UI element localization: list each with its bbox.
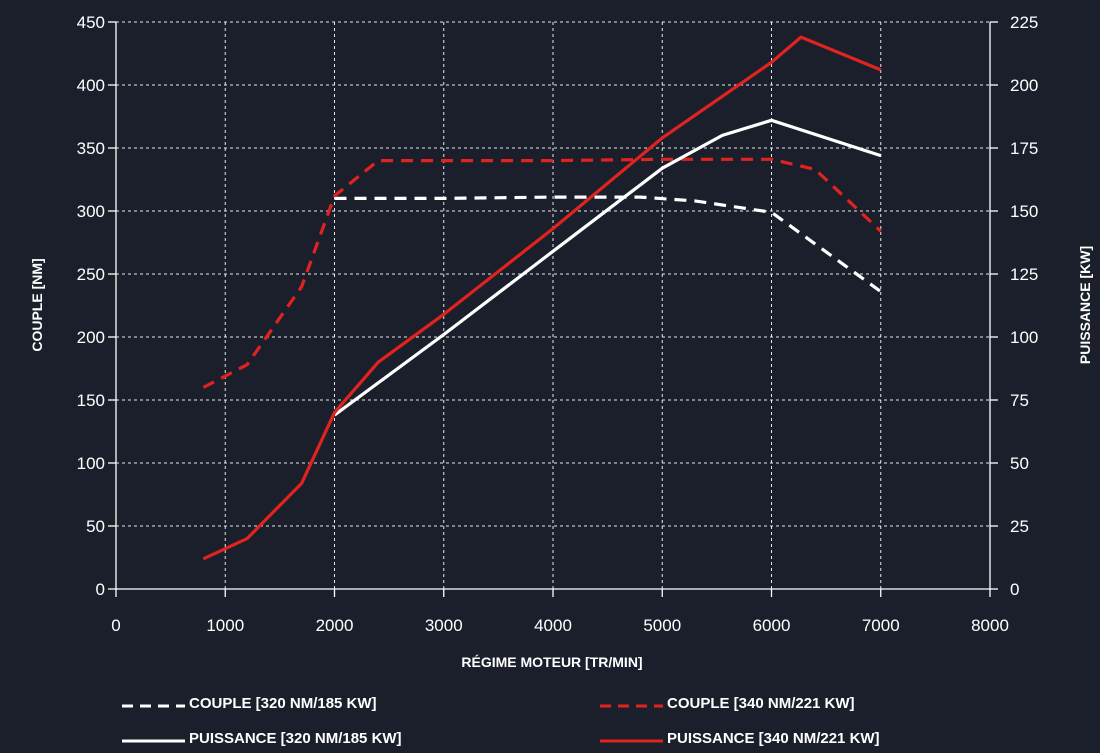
left-tick-label-400: 400	[77, 76, 105, 95]
x-axis-title: RÉGIME MOTEUR [TR/MIN]	[461, 654, 642, 670]
right-tick-label-75: 75	[1010, 391, 1029, 410]
left-axis-title: COUPLE [NM]	[29, 258, 45, 351]
left-tick-label-200: 200	[77, 328, 105, 347]
grid-lines	[116, 21, 990, 589]
left-axis-tick-labels: 0 50 100 150 200 250 300 350 400 450	[77, 13, 105, 599]
right-tick-label-200: 200	[1010, 76, 1038, 95]
right-tick-label-100: 100	[1010, 328, 1038, 347]
x-tick-label-7000: 7000	[862, 616, 900, 635]
left-tick-label-450: 450	[77, 13, 105, 32]
left-tick-label-100: 100	[77, 454, 105, 473]
legend-label-couple-340: COUPLE [340 NM/221 KW]	[667, 695, 855, 712]
legend-label-couple-320: COUPLE [320 NM/185 KW]	[189, 695, 377, 712]
left-tick-label-350: 350	[77, 139, 105, 158]
x-tick-label-3000: 3000	[425, 616, 463, 635]
right-tick-label-175: 175	[1010, 139, 1038, 158]
series-puissance-340	[202, 35, 882, 561]
x-tick-label-8000: 8000	[971, 616, 1009, 635]
data-series	[202, 35, 882, 561]
x-tick-label-6000: 6000	[753, 616, 791, 635]
right-tick-label-125: 125	[1010, 265, 1038, 284]
axes	[108, 21, 998, 597]
legend: COUPLE [320 NM/185 KW] COUPLE [340 NM/22…	[122, 695, 880, 747]
legend-item-puissance-320: PUISSANCE [320 NM/185 KW]	[122, 730, 402, 747]
legend-label-puissance-340: PUISSANCE [340 NM/221 KW]	[667, 730, 880, 747]
x-tick-label-4000: 4000	[534, 616, 572, 635]
left-tick-label-300: 300	[77, 202, 105, 221]
right-tick-label-25: 25	[1010, 517, 1029, 536]
left-tick-label-50: 50	[86, 517, 105, 536]
legend-item-couple-320: COUPLE [320 NM/185 KW]	[122, 695, 377, 712]
legend-item-couple-340: COUPLE [340 NM/221 KW]	[600, 695, 855, 712]
right-axis-tick-labels: 0 25 50 75 100 125 150 175 200 225	[1010, 13, 1038, 599]
series-couple-320	[334, 195, 882, 293]
left-tick-label-0: 0	[96, 580, 105, 599]
x-tick-label-0: 0	[111, 616, 120, 635]
x-tick-label-5000: 5000	[643, 616, 681, 635]
x-tick-label-1000: 1000	[206, 616, 244, 635]
legend-item-puissance-340: PUISSANCE [340 NM/221 KW]	[600, 730, 880, 747]
series-couple-340	[202, 157, 882, 389]
right-tick-label-225: 225	[1010, 13, 1038, 32]
right-tick-label-0: 0	[1010, 580, 1019, 599]
right-tick-label-150: 150	[1010, 202, 1038, 221]
right-tick-label-50: 50	[1010, 454, 1029, 473]
left-tick-label-150: 150	[77, 391, 105, 410]
x-axis-tick-labels: 0 1000 2000 3000 4000 5000 6000 7000 8000	[111, 616, 1009, 635]
series-puissance-320	[333, 118, 882, 417]
left-tick-label-250: 250	[77, 265, 105, 284]
right-axis-title: PUISSANCE [KW]	[1077, 246, 1093, 364]
legend-label-puissance-320: PUISSANCE [320 NM/185 KW]	[189, 730, 402, 747]
x-tick-label-2000: 2000	[316, 616, 354, 635]
